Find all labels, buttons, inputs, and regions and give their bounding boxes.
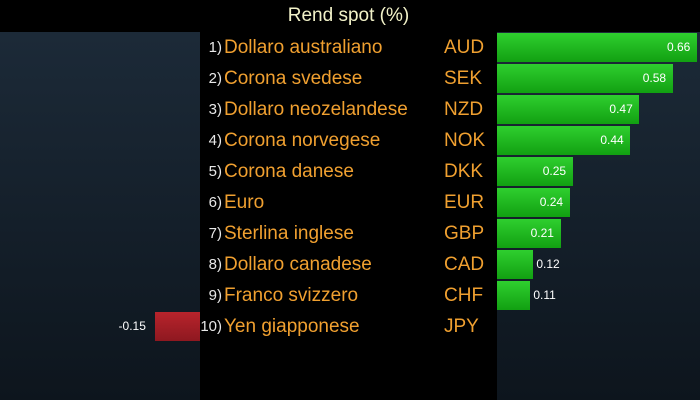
bar — [497, 250, 534, 279]
rank-label: 5) — [208, 163, 222, 180]
currency-name-label: Corona svedese — [224, 68, 363, 89]
currency-code-label: GBP — [444, 223, 485, 244]
rank-label: 7) — [208, 225, 222, 242]
rank-label: 4) — [208, 132, 222, 149]
table-row: 10) Yen giapponese JPY -0.15 — [0, 311, 700, 342]
data-label: -0.15 — [118, 319, 146, 333]
bar — [497, 219, 561, 248]
currency-code-label: AUD — [444, 37, 485, 58]
bar — [497, 157, 573, 186]
currency-name-label: Dollaro australiano — [224, 37, 383, 58]
currency-code-label: CHF — [444, 285, 484, 306]
bar — [154, 312, 200, 341]
data-label: 0.11 — [533, 288, 556, 302]
bar — [497, 64, 673, 93]
table-row: 8) Dollaro canadese CAD 0.12 — [0, 249, 700, 280]
data-label: 0.58 — [642, 71, 667, 85]
currency-code-label: SEK — [444, 68, 483, 89]
currency-name-label: Yen giapponese — [224, 316, 360, 337]
currency-name-label: Dollaro neozelandese — [224, 99, 408, 120]
bar — [497, 281, 531, 310]
data-label: 0.44 — [600, 133, 624, 147]
data-label: 0.66 — [667, 40, 691, 54]
currency-code-label: CAD — [444, 254, 485, 275]
currency-code-label: NZD — [444, 99, 484, 120]
data-label: 0.24 — [539, 195, 564, 209]
bar — [497, 95, 640, 124]
currency-code-label: JPY — [444, 316, 479, 337]
currency-code-label: NOK — [444, 130, 486, 151]
bar — [497, 126, 631, 155]
data-label: 0.25 — [542, 164, 567, 178]
table-row: 5) Corona danese DKK 0.25 — [0, 156, 700, 187]
currency-name-label: Corona danese — [224, 161, 354, 182]
rank-label: 8) — [208, 256, 222, 273]
currency-name-label: Dollaro canadese — [224, 254, 372, 275]
table-row: 2) Corona svedese SEK 0.58 — [0, 63, 700, 94]
data-label: 0.47 — [609, 102, 633, 116]
currency-code-label: DKK — [444, 161, 484, 182]
currency-name-label: Euro — [224, 192, 265, 213]
rank-label: 9) — [208, 287, 222, 304]
data-label: 0.12 — [536, 257, 560, 271]
rank-label: 3) — [208, 101, 222, 118]
bar — [497, 33, 697, 62]
currency-code-label: EUR — [444, 192, 485, 213]
rank-label: 2) — [208, 70, 222, 87]
currency-name-label: Corona norvegese — [224, 130, 381, 151]
table-row: 7) Sterlina inglese GBP 0.21 — [0, 218, 700, 249]
data-label: 0.21 — [530, 226, 554, 240]
table-row: 3) Dollaro neozelandese NZD 0.47 — [0, 94, 700, 125]
chart-title: Rend spot (%) — [287, 5, 410, 26]
currency-name-label: Franco svizzero — [224, 285, 359, 306]
table-row: 9) Franco svizzero CHF 0.11 — [0, 280, 700, 311]
currency-name-label: Sterlina inglese — [224, 223, 354, 244]
table-row: 1) Dollaro australiano AUD 0.66 — [0, 32, 700, 63]
rank-label: 1) — [208, 39, 222, 56]
rank-label: 10) — [200, 318, 222, 335]
table-row: 6) Euro EUR 0.24 — [0, 187, 700, 218]
bar — [497, 188, 570, 217]
rank-label: 6) — [208, 194, 222, 211]
table-row: 4) Corona norvegese NOK 0.44 — [0, 125, 700, 156]
